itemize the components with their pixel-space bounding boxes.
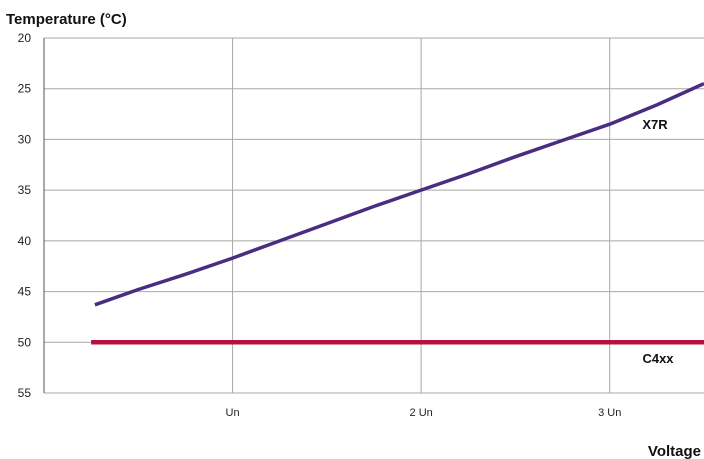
y-tick-label: 30 [18,132,32,146]
y-tick-label: 55 [18,386,32,400]
x-tick-label: Un [226,407,240,419]
x-tick-label: 2 Un [410,407,433,419]
series-label-c4xx: C4xx [642,351,674,366]
y-tick-label: 25 [18,82,32,96]
series-label-x7r: X7R [642,117,668,132]
y-tick-label: 45 [18,285,32,299]
grid [44,37,704,394]
y-tick-label: 40 [18,234,32,248]
y-tick-label: 35 [18,183,32,197]
series-group [91,82,704,345]
y-tick-label: 20 [18,31,32,45]
labels-group: 20 25 30 35 40 45 50 55 Un 2 Un 3 Un X7R C4xx [18,31,675,419]
series-line-x7r [94,82,704,307]
x-axis-title: Voltage [648,443,701,459]
y-axis-title: Temperature (°C) [6,11,127,28]
x-tick-label: 3 Un [598,407,621,419]
y-tick-label: 50 [18,335,32,349]
